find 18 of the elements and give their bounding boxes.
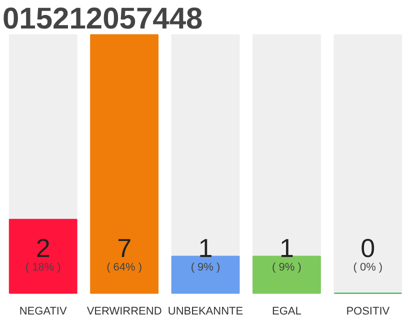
x-tick-label: EGAL	[272, 306, 302, 318]
x-tick-label: VERWIRREND	[86, 306, 162, 318]
data-label: 7	[117, 233, 132, 264]
data-label: 1	[279, 233, 294, 264]
annotation: ( 64% )	[106, 261, 142, 274]
data-label: 0	[360, 233, 376, 264]
x-tick-label: NEGATIV	[19, 306, 68, 318]
data-label: 1	[198, 233, 213, 264]
annotation: ( 9% )	[190, 261, 220, 274]
bar	[171, 256, 240, 294]
data-label: 2	[36, 233, 50, 264]
bar	[252, 256, 321, 294]
chart-title: 015212057448	[2, 2, 203, 36]
annotation: ( 0% )	[353, 261, 383, 274]
annotation: ( 9% )	[272, 261, 302, 274]
annotation: ( 18% )	[25, 261, 61, 274]
x-tick-label: POSITIV	[346, 306, 390, 318]
x-tick-label: UNBEKANNTE	[168, 306, 244, 318]
